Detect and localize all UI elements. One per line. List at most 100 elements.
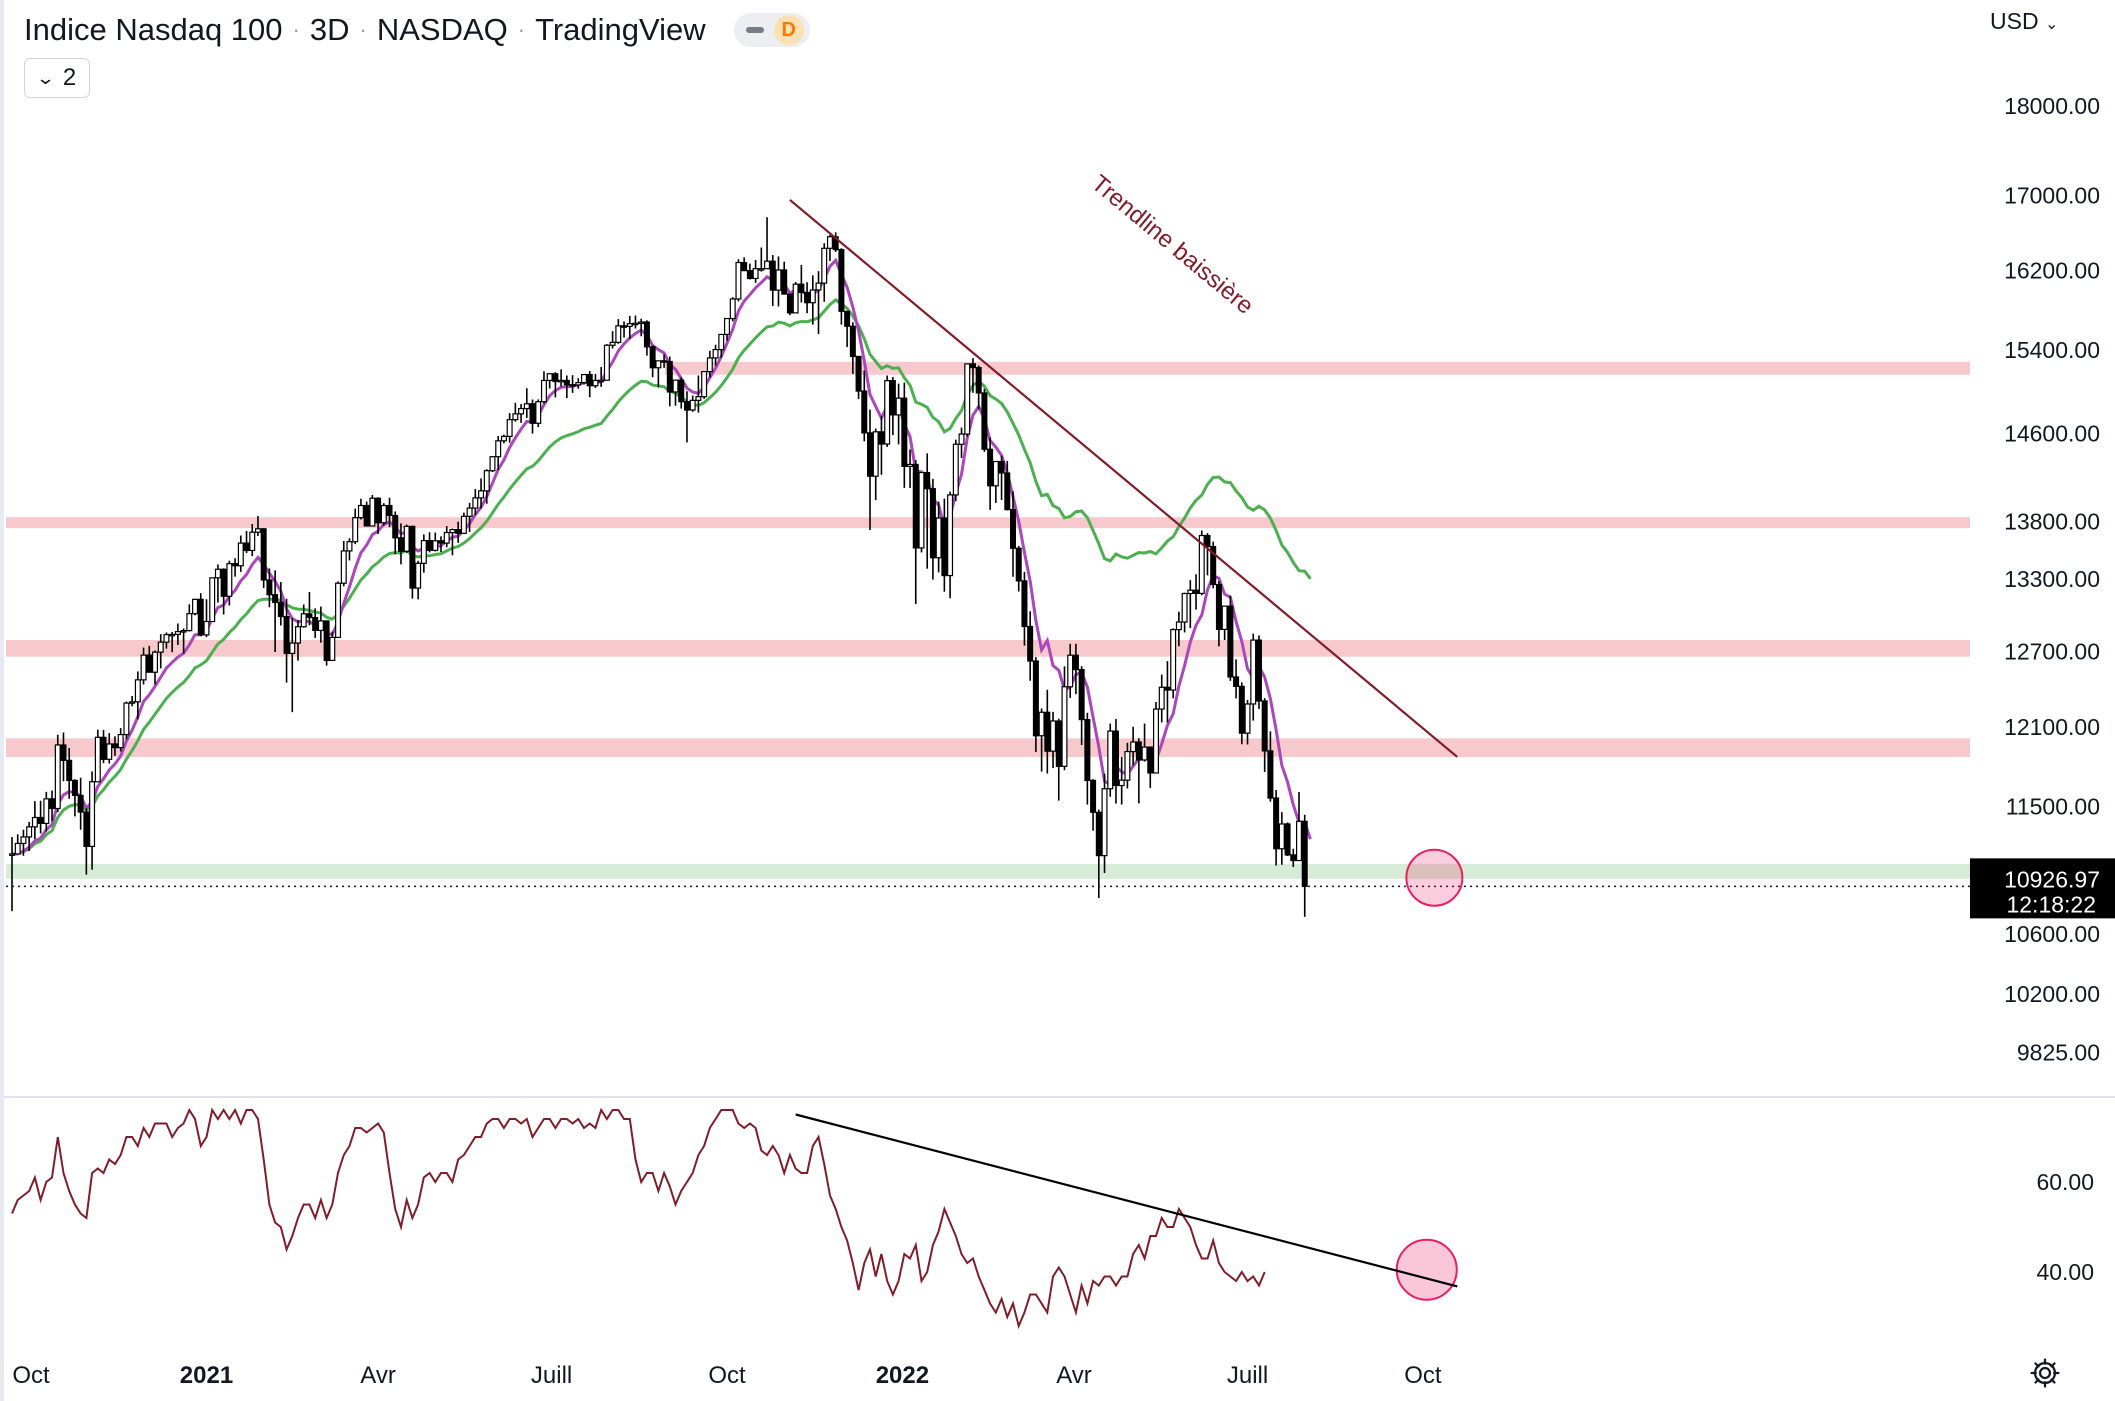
candle — [283, 598, 290, 683]
candle — [981, 388, 988, 452]
candle-body — [232, 563, 239, 567]
candle — [723, 317, 730, 341]
candle-body — [54, 744, 61, 810]
candle — [540, 371, 547, 404]
candle — [844, 310, 851, 348]
candle-body — [855, 355, 862, 392]
candle-body — [283, 615, 290, 654]
candle-body — [598, 379, 605, 383]
symbol-name[interactable]: Indice Nasdaq 100 — [24, 12, 283, 47]
currency-selector[interactable]: USD ⌄ — [1990, 8, 2058, 35]
candle-body — [169, 633, 176, 637]
candle — [449, 528, 456, 556]
indicator-legend-toggle[interactable]: ⌄ 2 — [24, 58, 90, 98]
candle-body — [809, 289, 816, 304]
candle — [1055, 718, 1062, 801]
candle — [43, 791, 50, 832]
separator-dot: · — [517, 17, 526, 42]
candle-body — [821, 247, 828, 284]
indicator-count: 2 — [62, 64, 77, 91]
candle — [535, 399, 542, 428]
candle-body — [775, 269, 782, 291]
candle-body — [163, 634, 170, 643]
candle — [226, 560, 233, 606]
candle-body — [397, 537, 404, 552]
candle-body — [512, 413, 519, 421]
candle-body — [1090, 779, 1097, 813]
time-tick-label: 2021 — [180, 1362, 233, 1389]
candle — [134, 671, 141, 720]
candle — [260, 528, 267, 588]
candle — [712, 344, 719, 366]
candle-body — [1175, 621, 1182, 631]
candle — [546, 373, 553, 389]
candle — [1290, 848, 1297, 868]
candle-body — [386, 504, 393, 517]
candle-body — [752, 268, 759, 280]
candle-body — [540, 379, 547, 403]
candle — [220, 568, 227, 615]
market-status-pill[interactable]: D — [733, 13, 810, 47]
minus-icon — [745, 27, 764, 33]
candle-body — [1072, 654, 1079, 671]
candle-body — [632, 322, 639, 326]
candle-body — [472, 497, 479, 509]
candle-body — [106, 743, 113, 760]
candle — [180, 628, 187, 654]
candle — [661, 354, 668, 368]
candle-body — [174, 630, 181, 635]
interval-label[interactable]: 3D — [309, 12, 350, 47]
candle — [798, 264, 805, 303]
candle — [209, 577, 216, 623]
candle — [289, 618, 296, 713]
candle — [729, 297, 736, 322]
price-tick-label: 14600.00 — [2004, 420, 2100, 446]
candle-body — [1267, 750, 1274, 799]
rsi-tick-label: 60.00 — [2036, 1169, 2094, 1195]
candle — [901, 382, 908, 488]
candle-body — [111, 743, 118, 749]
candle-body — [14, 842, 21, 855]
candle-body — [443, 531, 450, 544]
candle — [426, 532, 433, 553]
candle-body — [43, 798, 50, 825]
price-trendline — [789, 199, 1458, 758]
candle-body — [415, 562, 422, 589]
candle — [563, 375, 570, 399]
candle — [975, 365, 982, 410]
candle-body — [277, 601, 284, 618]
candle-body — [678, 379, 685, 403]
candle-body — [1124, 750, 1131, 781]
candle-body — [49, 798, 56, 810]
candle — [37, 800, 44, 834]
candle-body — [689, 399, 696, 411]
candle-body — [769, 260, 776, 291]
time-tick-label: 2022 — [876, 1362, 929, 1389]
candle-body — [455, 528, 462, 534]
candle — [66, 748, 73, 799]
candle — [941, 498, 948, 592]
candle — [1009, 491, 1016, 577]
candle-body — [918, 471, 925, 549]
candle-body — [889, 380, 896, 416]
candle — [71, 779, 78, 817]
candle — [1021, 571, 1028, 646]
candle — [866, 409, 873, 531]
candle — [987, 437, 994, 510]
candle — [1118, 756, 1125, 805]
candle-body — [306, 613, 313, 619]
candle-body — [506, 419, 513, 438]
candle — [169, 631, 176, 653]
candle-body — [117, 733, 124, 749]
candle-body — [1290, 854, 1297, 862]
candle — [580, 373, 587, 385]
gear-icon[interactable] — [2028, 1356, 2062, 1390]
candle-body — [518, 407, 525, 415]
candle-body — [209, 577, 216, 623]
ema-line-fast — [11, 257, 1312, 856]
candle — [575, 378, 582, 389]
candle — [77, 777, 84, 830]
candle — [701, 370, 708, 399]
